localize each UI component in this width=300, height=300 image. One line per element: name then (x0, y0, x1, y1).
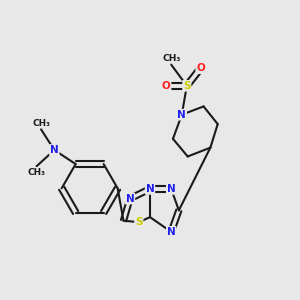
Text: N: N (126, 194, 134, 204)
Text: CH₃: CH₃ (162, 54, 180, 63)
Text: S: S (135, 217, 142, 227)
Text: N: N (167, 227, 176, 237)
Text: S: S (183, 81, 190, 91)
Text: O: O (196, 63, 205, 73)
Text: N: N (177, 110, 186, 120)
Text: N: N (146, 184, 154, 194)
Text: N: N (50, 145, 59, 155)
Text: CH₃: CH₃ (32, 119, 50, 128)
Text: CH₃: CH₃ (28, 168, 46, 177)
Text: N: N (167, 184, 176, 194)
Text: O: O (162, 81, 171, 91)
